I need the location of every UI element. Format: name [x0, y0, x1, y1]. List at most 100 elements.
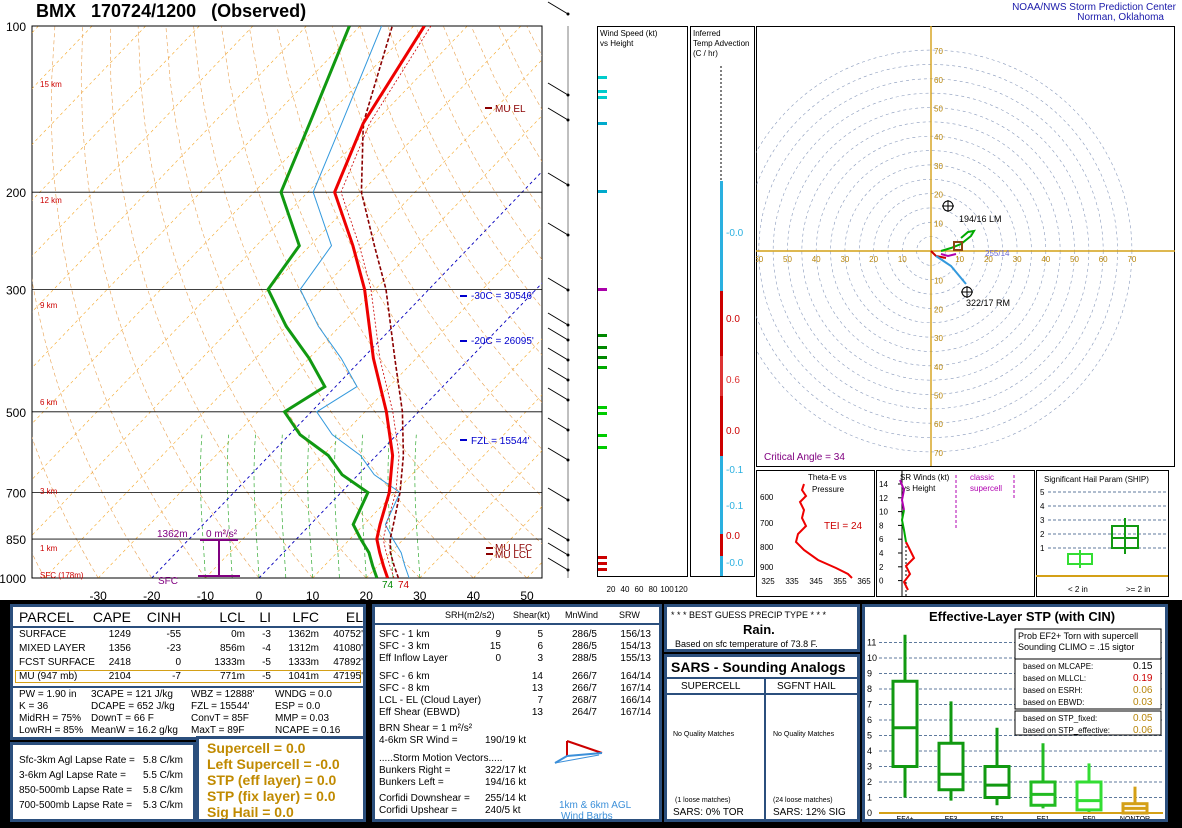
srw-legend1: classic: [970, 473, 994, 482]
isotherm-line: [365, 394, 542, 578]
stp-ytick: 1: [867, 793, 872, 803]
height-label-6km: 6 km: [40, 398, 58, 407]
srw-ytick: 8: [879, 521, 884, 530]
wind-speed-tick: 60: [635, 585, 644, 594]
srw-ytick: 12: [879, 494, 888, 503]
parcel-divider: [13, 626, 363, 628]
wind-barb-dot: [566, 323, 570, 327]
srw-purple-trace: [899, 479, 906, 511]
stp-ytick: 5: [867, 731, 872, 741]
theta-e-ytick: 600: [760, 493, 774, 502]
srw-ytick: 2: [879, 563, 884, 572]
kinematics-panel: SRH(m2/s2) Shear(kt) MnWind SRW SFC - 1 km 9 5…: [372, 604, 662, 822]
theta-e-panel: Theta-E vs Pressure 600 700 800 900 325 335 34…: [756, 470, 875, 597]
wind-speed-bar: [598, 356, 607, 359]
hodo-trace-blue: [935, 255, 967, 285]
parcel-cell: 40752': [333, 629, 363, 640]
wind-speed-bar: [598, 346, 607, 349]
height-label-1km: 1 km: [40, 544, 58, 553]
wind-speed-bar: [598, 562, 607, 565]
wind-barb: [547, 1, 569, 15]
barb-legend-line1: 1km & 6km AGL: [559, 800, 632, 811]
precip-basis: Based on sfc temperature of 73.8 F.: [675, 639, 818, 649]
wetbulb-line: [299, 26, 410, 578]
isotherm-line: [312, 338, 542, 578]
kin-value: 266/7: [571, 683, 597, 694]
corfidi-up-label: Corfidi Upshear =: [379, 805, 458, 816]
composite-index: STP (fix layer) = 0.0: [207, 788, 336, 804]
temp-tick-label: -20: [143, 589, 161, 603]
temp-adv-value: 0.0: [726, 314, 740, 325]
sars-col-supercell: SUPERCELL: [681, 681, 741, 692]
kin-label: Eff Inflow Layer: [379, 653, 448, 664]
hodo-ring-label: 50: [934, 392, 943, 401]
stp-category: EF3: [945, 816, 958, 821]
dry-adiabat: [80, 26, 260, 578]
thermo-cell: 3CAPE = 121 J/kg: [91, 689, 173, 700]
hodo-ring-label: 70: [1127, 255, 1136, 264]
parcel-cell: 1333m: [214, 657, 245, 668]
wind-speed-bar: [598, 366, 607, 369]
sars-nq-hail: No Quality Matches: [773, 731, 835, 738]
parcel-cell: 856m: [219, 643, 245, 654]
hodo-ring-label: 40: [1041, 255, 1050, 264]
stp-based-label: based on MLLCL:: [1023, 674, 1086, 683]
wind-barb: [547, 387, 569, 401]
srw-panel: SR Winds (kt) vs Height classic supercel…: [876, 470, 1035, 597]
stp-based-label: based on MLCAPE:: [1023, 662, 1093, 671]
wind-speed-bar: [598, 568, 607, 571]
dry-adiabat: [554, 26, 600, 578]
stp-category: EF4+: [897, 816, 914, 821]
parcel-cell: -55: [166, 629, 181, 640]
temp-adv-title2: Temp Advection: [693, 39, 749, 48]
kin-label: SFC - 1 km: [379, 629, 430, 640]
hodo-ring-label: 40: [812, 255, 821, 264]
thermo-cell: MidRH = 75%: [19, 713, 81, 724]
wind-barb-dot: [566, 233, 570, 237]
parcel-cell: -23: [166, 643, 181, 654]
sr46-value: 190/19 kt: [485, 735, 527, 746]
dry-adiabat: [332, 26, 542, 403]
kin-value: 9: [495, 629, 501, 640]
parcel-header: EL: [345, 609, 363, 625]
theta-e-xtick: 325: [761, 577, 775, 586]
wind-barb-dot: [566, 183, 570, 187]
wind-speed-bar: [598, 406, 607, 409]
parcel-cell: SURFACE: [19, 629, 67, 640]
parcel-header: CINH: [146, 609, 181, 625]
lapse-label: 850-500mb Lapse Rate =: [19, 785, 133, 796]
kin-value: 3: [537, 653, 543, 664]
kin-value: 15: [489, 641, 501, 652]
wind-barb: [547, 327, 569, 341]
wind-barb-dot: [566, 458, 570, 462]
hodo-ring-label: 70: [934, 47, 943, 56]
kin-value: 264/7: [571, 707, 597, 718]
stp-based-value: 0.03: [1133, 697, 1153, 708]
parcel-cell: -5: [262, 657, 271, 668]
stp-based-value: 0.05: [1133, 713, 1153, 724]
temp-adv-bar: [720, 456, 723, 496]
stp-based-value: 0.19: [1133, 673, 1153, 684]
minus20c-label: -20C = 26095': [471, 336, 534, 347]
dry-adiabat: [304, 26, 542, 450]
pressure-tick-label: 100: [6, 20, 26, 34]
virtual-temp-line: [340, 26, 432, 578]
kin-value: 266/7: [571, 671, 597, 682]
stp-based-label: based on ESRH:: [1023, 686, 1083, 695]
parcel-cell: 0: [175, 657, 181, 668]
mu-el-label: MU EL: [495, 104, 526, 115]
hodo-trace-green: [940, 229, 976, 252]
wind-barb: [547, 222, 569, 236]
wind-speed-bar: [598, 412, 607, 415]
thermo-cell: DCAPE = 652 J/kg: [91, 701, 175, 712]
hodo-ring-label: 10: [934, 277, 943, 286]
sars-sig: SARS: 12% SIG: [773, 807, 846, 818]
bunkers-left-value: 194/16 kt: [485, 777, 527, 788]
wind-barb-dot: [566, 93, 570, 97]
sfc-temp-label: 74: [382, 580, 394, 591]
stp-based-label: based on EBWD:: [1023, 698, 1084, 707]
theta-e-ytick: 900: [760, 563, 774, 572]
hodo-ring-label: 60: [756, 255, 764, 264]
temp-tick-label: 20: [360, 589, 374, 603]
ship-ytick: 3: [1040, 516, 1045, 525]
